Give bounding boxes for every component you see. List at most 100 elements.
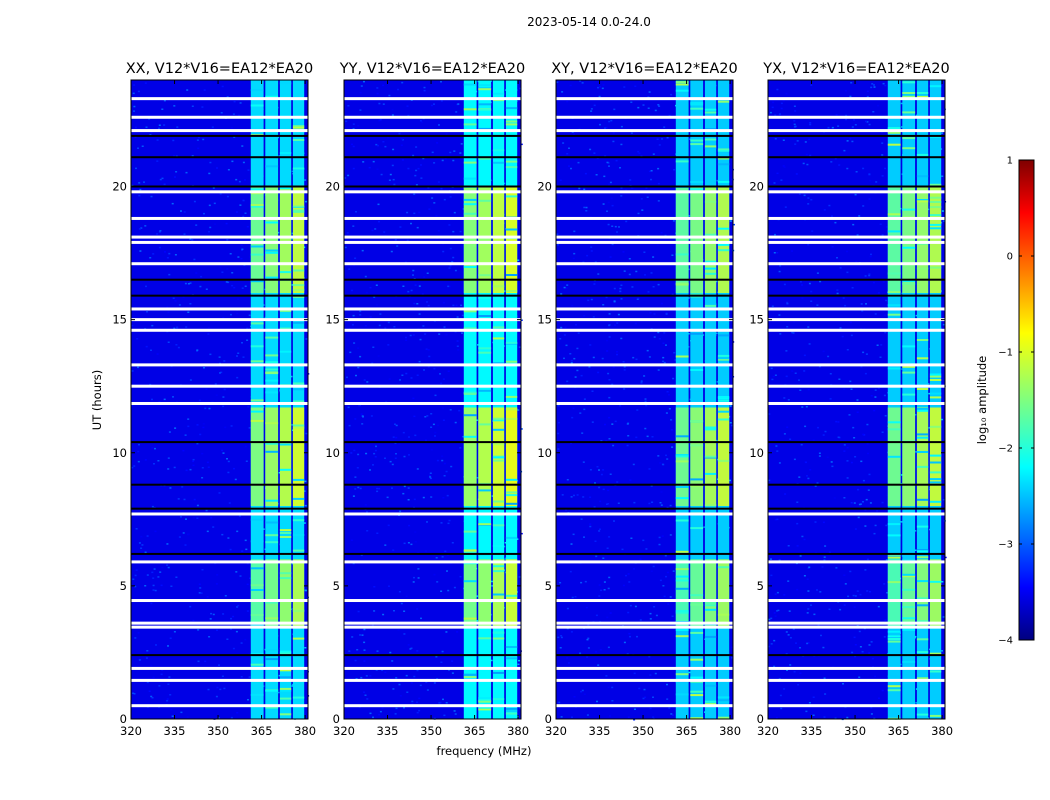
rfi-variation [265,336,279,339]
rfi-variation [929,214,942,217]
noise-speck [234,478,237,481]
noise-speck [671,615,674,617]
noise-speck [688,671,691,674]
rfi-variation [929,396,942,399]
noise-speck [163,398,166,401]
rfi-variation [505,107,518,110]
noise-speck [795,642,797,644]
noise-speck [156,353,159,355]
noise-speck [648,91,651,93]
noise-speck [375,445,377,448]
rfi-variation [463,212,477,215]
flagged-row-black [556,441,733,444]
noise-speck [801,297,804,299]
noise-speck [587,299,590,302]
rfi-variation [929,136,942,138]
noise-speck [152,676,155,679]
noise-speck [617,313,620,316]
noise-speck [666,571,669,574]
rfi-variation [717,696,730,699]
noise-speck [793,126,796,128]
flagged-row-white [768,401,945,405]
noise-speck [849,380,852,383]
noise-speck [629,604,632,607]
rfi-variation [279,532,292,534]
noise-speck [836,289,839,291]
noise-speck [799,389,802,391]
noise-speck [149,257,152,259]
noise-speck [914,414,917,416]
noise-speck [244,212,247,214]
noise-speck [397,88,399,91]
noise-speck [405,372,408,375]
noise-speck [277,231,280,234]
rfi-variation [690,103,704,106]
flagged-row-white [131,512,308,516]
flagged-row-white [131,307,308,311]
noise-speck [843,497,846,499]
noise-speck [160,584,163,587]
rfi-variation [505,395,518,398]
noise-speck [600,589,603,592]
noise-speck [586,638,589,641]
noise-speck [799,281,802,283]
noise-speck [652,716,655,718]
noise-speck [845,118,848,121]
noise-speck [703,526,706,528]
noise-speck [171,202,174,205]
noise-speck [373,296,376,298]
noise-speck [378,102,381,105]
rfi-variation [704,604,717,607]
noise-speck [644,400,647,403]
noise-speck [205,288,208,290]
noise-speck [211,126,214,128]
noise-speck [459,152,462,154]
noise-speck [378,220,380,223]
rfi-variation [916,451,929,453]
noise-speck [860,460,863,463]
noise-speck [214,383,217,385]
noise-speck [419,338,422,341]
noise-speck [773,612,776,614]
noise-speck [580,518,583,520]
noise-speck [430,496,433,498]
noise-speck [862,351,865,354]
noise-speck [153,568,156,570]
noise-speck [236,712,239,714]
noise-speck [805,461,807,464]
noise-speck [607,587,610,590]
noise-speck [567,662,570,664]
rfi-variation [463,198,477,201]
noise-speck [406,691,409,693]
noise-speck [606,503,608,505]
noise-speck [819,280,822,283]
rfi-variation [887,291,901,294]
x-tick-label: 350 [844,724,866,738]
noise-speck [447,370,450,372]
noise-speck [860,366,863,368]
noise-speck [447,589,450,592]
noise-speck [416,701,418,703]
noise-speck [688,215,691,217]
colorbar-tick-label: 1 [1007,156,1013,167]
noise-speck [226,268,229,270]
flagged-row-black [556,483,733,486]
noise-speck [183,233,186,235]
noise-speck [359,314,362,316]
noise-speck [245,460,248,462]
noise-speck [166,698,169,700]
panel-title: YY, V12*V16=EA12*EA20 [339,61,525,77]
noise-speck [145,657,148,659]
noise-speck [219,688,222,691]
rfi-variation [250,205,264,208]
noise-speck [793,120,796,122]
noise-speck [218,492,221,494]
noise-speck [440,100,443,102]
noise-speck [242,199,245,202]
rfi-variation [929,183,942,186]
noise-speck [807,203,810,205]
flagged-row-white [768,307,945,311]
noise-speck [632,186,635,189]
noise-speck [858,676,861,678]
rfi-column-block [717,559,730,626]
